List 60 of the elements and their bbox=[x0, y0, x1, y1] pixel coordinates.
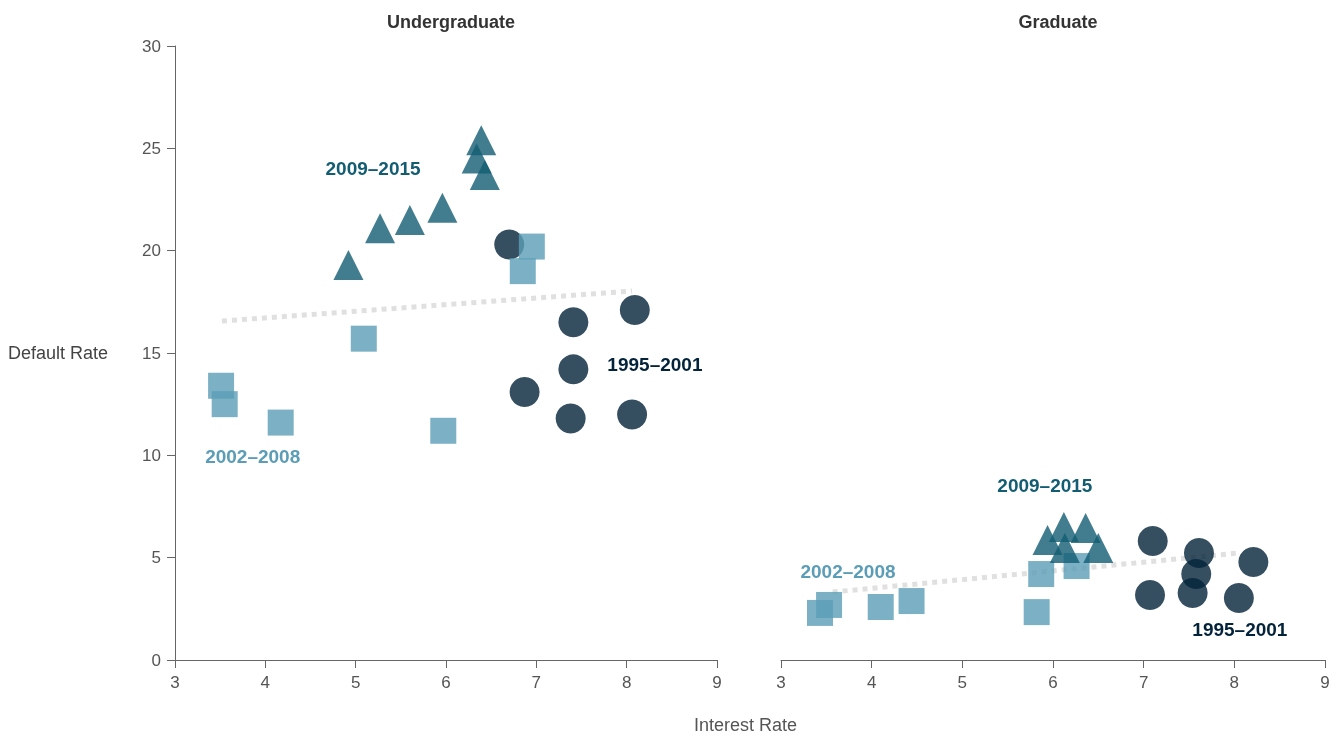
series-label: 2009–2015 bbox=[325, 157, 422, 179]
chart-title: Undergraduate bbox=[386, 12, 516, 32]
x-tick-label: 3 bbox=[170, 673, 180, 692]
point bbox=[509, 376, 540, 407]
point bbox=[1177, 578, 1208, 609]
x-tick-label: 6 bbox=[1048, 673, 1058, 692]
y-tick-label: 30 bbox=[142, 36, 161, 56]
point bbox=[617, 399, 648, 430]
point bbox=[1223, 582, 1254, 613]
chart-title: Graduate bbox=[1018, 12, 1098, 32]
point bbox=[518, 233, 545, 260]
x-tick-label: 4 bbox=[260, 673, 271, 692]
x-tick-label: 6 bbox=[441, 673, 451, 692]
x-axis-title: Interest Rate bbox=[694, 715, 798, 735]
y-tick-label: 15 bbox=[142, 343, 161, 363]
point bbox=[898, 588, 925, 615]
x-tick-label: 4 bbox=[866, 673, 877, 692]
point bbox=[558, 354, 589, 385]
series-label: 2002–2008 bbox=[205, 446, 301, 468]
point bbox=[211, 391, 238, 418]
point bbox=[1137, 526, 1168, 557]
point bbox=[267, 409, 294, 436]
point bbox=[558, 307, 589, 338]
point bbox=[350, 325, 377, 352]
y-tick-label: 0 bbox=[151, 650, 161, 670]
point bbox=[394, 204, 425, 235]
y-tick-label: 25 bbox=[142, 138, 161, 158]
x-tick-label: 9 bbox=[712, 673, 722, 692]
point bbox=[469, 159, 500, 190]
y-tick-label: 5 bbox=[151, 548, 161, 568]
point bbox=[555, 403, 586, 434]
point bbox=[1238, 546, 1269, 577]
point bbox=[1028, 561, 1055, 588]
point bbox=[816, 591, 843, 618]
x-tick-label: 8 bbox=[1229, 673, 1240, 692]
x-tick-label: 9 bbox=[1320, 673, 1330, 692]
point bbox=[430, 417, 457, 444]
point bbox=[427, 192, 458, 223]
x-tick-label: 3 bbox=[776, 673, 786, 692]
y-axis-title: Default Rate bbox=[8, 343, 109, 363]
x-tick-label: 5 bbox=[350, 673, 361, 692]
point bbox=[509, 258, 536, 285]
y-tick-label: 10 bbox=[142, 445, 161, 465]
series-label: 2009–2015 bbox=[997, 475, 1093, 497]
point bbox=[1023, 599, 1050, 626]
point bbox=[1083, 533, 1114, 564]
x-tick-label: 8 bbox=[621, 673, 632, 692]
point bbox=[867, 593, 894, 620]
point bbox=[619, 295, 650, 326]
point bbox=[1049, 533, 1080, 564]
series-label: 2002–2008 bbox=[800, 561, 896, 583]
x-tick-label: 7 bbox=[1138, 673, 1149, 692]
series-label: 1995–2001 bbox=[1192, 619, 1288, 641]
x-tick-label: 7 bbox=[531, 673, 542, 692]
x-tick-label: 5 bbox=[957, 673, 968, 692]
series-label: 1995–2001 bbox=[607, 353, 703, 375]
point bbox=[365, 213, 396, 244]
point bbox=[333, 249, 364, 280]
y-tick-label: 20 bbox=[142, 241, 161, 261]
point bbox=[1135, 579, 1166, 610]
